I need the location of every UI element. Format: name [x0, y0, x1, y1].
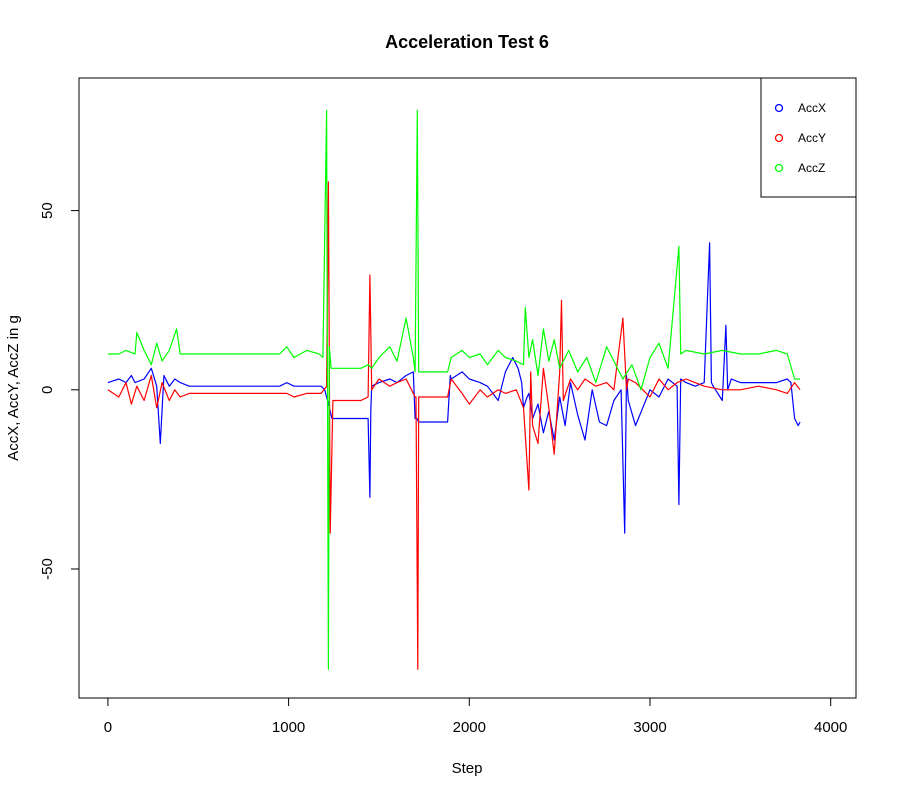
series-layer [107, 109, 801, 670]
y-axis: -50 0 50 [39, 202, 80, 580]
legend-label-accz: AccZ [798, 161, 825, 175]
series-line-accy [107, 181, 801, 670]
legend-label-accx: AccX [798, 101, 826, 115]
y-tick-label: -50 [39, 558, 56, 580]
y-tick-label: 50 [39, 202, 56, 219]
y-tick-label: 0 [39, 386, 56, 394]
x-axis-label: Step [452, 760, 483, 777]
x-axis: 0 1000 2000 3000 4000 [104, 697, 847, 736]
series-line-accz [107, 109, 800, 670]
legend-marker-accx [774, 103, 784, 113]
chart-title: Acceleration Test 6 [385, 32, 549, 52]
legend-box [760, 77, 857, 198]
x-tick-label: 3000 [633, 719, 666, 736]
plot-frame [78, 77, 857, 699]
x-tick-label: 0 [104, 719, 112, 736]
legend-marker-accz [774, 163, 784, 173]
x-tick-label: 4000 [814, 719, 847, 736]
x-tick-label: 2000 [453, 719, 486, 736]
x-tick-label: 1000 [272, 719, 305, 736]
y-axis-label: AccX, AccY, AccZ in g [5, 315, 22, 461]
legend-label-accy: AccY [798, 131, 826, 145]
legend-marker-accy [774, 133, 784, 143]
series-line-accx [107, 242, 801, 534]
legend: AccX AccY AccZ [760, 77, 857, 198]
